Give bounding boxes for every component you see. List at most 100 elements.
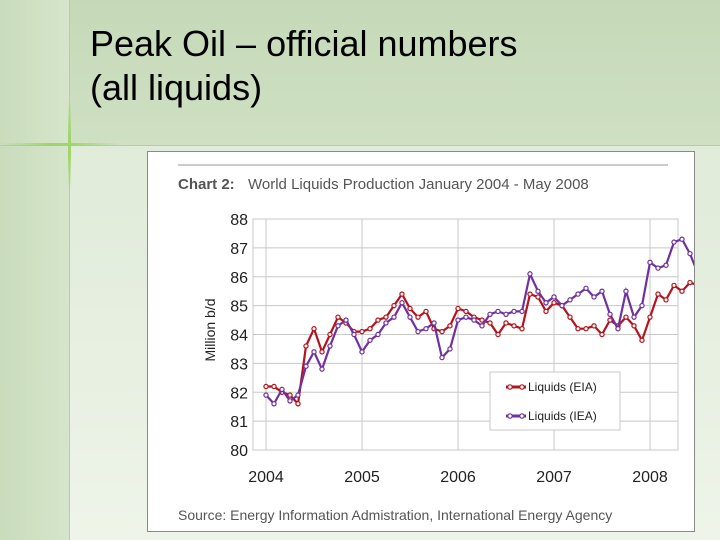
data-point-eia [327,331,333,338]
legend-marker [507,413,513,419]
y-tick-label: 83 [230,356,248,373]
slide-title: Peak Oil – official numbers (all liquids… [90,22,690,110]
data-point-iea [623,288,629,294]
data-point-eia [319,349,325,355]
data-point-eia [647,314,653,320]
data-point-iea [303,363,309,369]
y-tick-label: 88 [230,212,248,229]
data-point-eia [399,291,405,297]
x-tick-label: 2004 [248,469,284,486]
legend-label: Liquids (EIA) [528,380,597,394]
data-point-iea [559,302,565,309]
data-point-iea [335,323,341,329]
data-point-iea [375,331,381,338]
data-point-eia [415,314,421,320]
data-point-iea [647,259,653,266]
title-band [0,0,720,145]
data-point-iea [487,311,493,317]
data-point-iea [599,288,605,294]
data-point-iea [415,328,421,335]
data-point-eia [455,305,461,312]
data-point-eia [383,314,389,320]
data-point-eia [567,314,573,320]
y-tick-label: 85 [230,299,248,316]
data-point-eia [591,323,597,329]
data-point-iea [687,250,693,257]
data-point-eia [631,323,637,329]
data-point-iea [471,317,477,323]
data-point-iea [287,398,293,404]
data-point-eia [263,383,269,390]
data-point-iea [391,314,397,320]
y-axis-label: Million b/d [202,298,218,361]
x-tick-label: 2008 [632,469,668,486]
data-point-iea [279,386,285,393]
legend-label: Liquids (IEA) [528,409,597,423]
x-tick-label: 2006 [440,469,476,486]
data-point-iea [423,326,429,332]
x-tick-label: 2005 [344,469,380,486]
data-point-eia [367,326,373,332]
sparkle-vertical [68,100,71,190]
data-point-iea [327,343,333,349]
data-point-iea [551,294,557,300]
data-point-iea [447,346,453,352]
x-tick-labels: 2004 2005 2006 2007 2008 [248,469,668,486]
data-point-eia [551,300,557,306]
data-point-iea [495,308,501,315]
data-point-eia [295,401,301,407]
data-point-iea [511,308,517,315]
data-point-eia [391,302,397,309]
data-point-eia [687,279,693,286]
data-point-eia [655,291,661,297]
slide-title-line1: Peak Oil – official numbers [90,23,518,64]
data-point-iea [519,308,525,315]
data-point-eia [495,331,501,338]
data-point-eia [447,323,453,329]
data-point-iea [591,294,597,300]
divider-horizontal [0,145,720,146]
data-point-eia [535,294,541,300]
legend-marker [519,413,525,419]
data-point-iea [463,314,469,320]
data-point-eia [311,326,317,332]
data-point-eia [623,314,629,320]
left-strip [0,0,70,540]
legend-box [489,371,621,431]
data-point-iea [607,311,613,317]
y-tick-label: 87 [230,241,248,258]
data-point-iea [399,300,405,306]
grid [252,218,679,451]
data-point-eia [583,326,589,332]
data-point-eia [287,392,293,398]
data-point-eia [487,320,493,326]
data-point-iea [663,262,669,268]
series-layer [263,236,694,407]
data-point-eia [519,326,525,332]
y-tick-label: 80 [230,443,248,460]
data-point-iea [615,326,621,332]
data-point-eia [671,282,677,289]
legend-marker [519,384,525,390]
data-point-eia [663,297,669,303]
data-point-iea [319,366,325,372]
data-point-eia [543,308,549,315]
data-point-eia [503,320,509,326]
data-point-eia [375,317,381,323]
chart-panel: Chart 2: World Liquids Production Januar… [147,151,695,532]
y-tick-label: 81 [230,414,248,431]
legend: Liquids (EIA) Liquids (IEA) [489,371,621,431]
data-point-iea [311,349,317,355]
divider-vertical [69,0,70,540]
data-point-iea [407,314,413,320]
data-point-eia [271,383,277,390]
data-point-iea [271,401,277,407]
data-point-eia [423,308,429,315]
data-point-eia [407,305,413,312]
data-point-eia [639,337,645,343]
data-point-eia [575,326,581,332]
data-point-eia [359,328,365,335]
data-point-iea [583,285,589,291]
x-tick-label: 2007 [536,469,572,486]
data-point-iea [679,236,685,242]
